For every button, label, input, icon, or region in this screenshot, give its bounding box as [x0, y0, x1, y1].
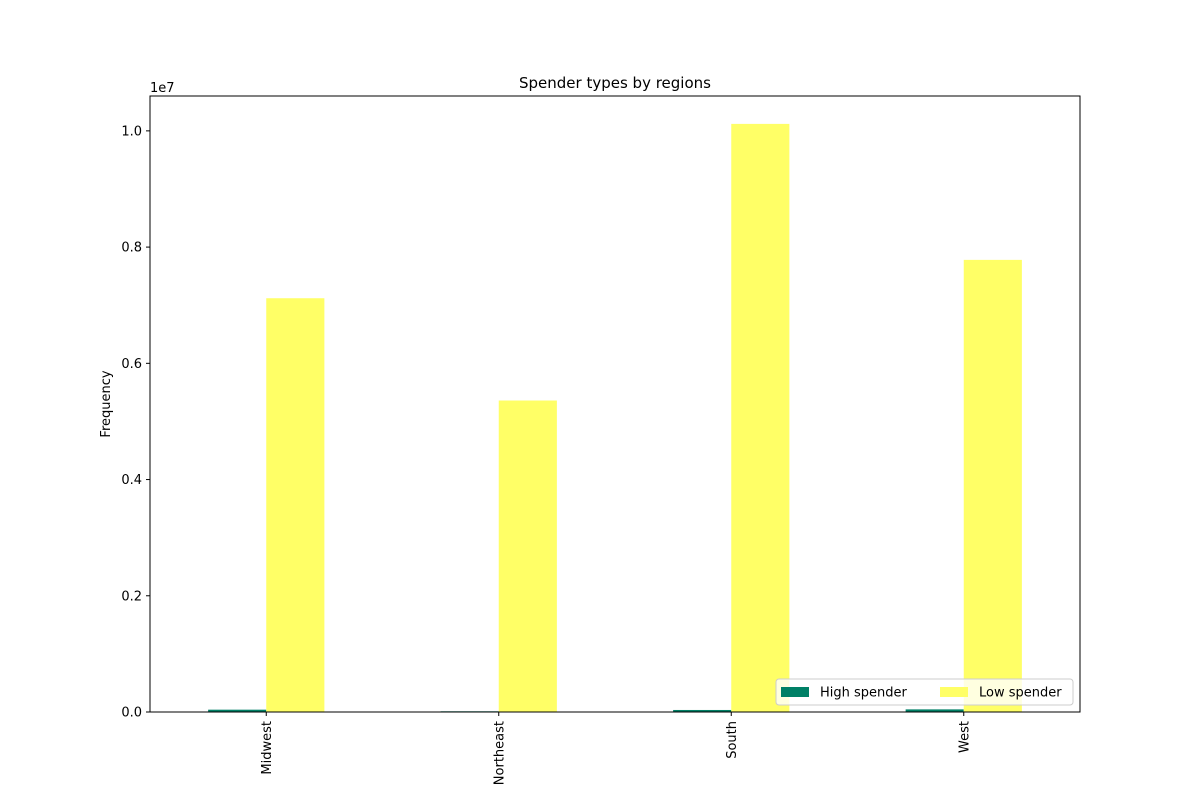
legend-box	[775, 678, 1074, 706]
legend-swatch-high-spender	[781, 687, 809, 697]
x-tick-label-south: South	[725, 721, 740, 759]
bar-low-spender-midwest	[266, 298, 325, 712]
bar-high-spender-west	[905, 709, 964, 712]
legend-label-high-spender: High spender	[820, 686, 908, 701]
chart-title: Spender types by regions	[519, 74, 711, 92]
plot-frame	[149, 95, 1081, 713]
bar-low-spender-west	[963, 259, 1022, 712]
legend-label-low-spender: Low spender	[979, 686, 1062, 701]
y-tick-label: 0.4	[121, 473, 142, 488]
bar-low-spender-northeast	[498, 400, 557, 712]
y-tick-label: 0.8	[121, 241, 142, 256]
x-tick-label-northeast: Northeast	[492, 721, 507, 785]
y-tick-label: 0.2	[121, 589, 142, 604]
y-axis-scale-label: 1e7	[150, 81, 175, 96]
bars-layer	[208, 123, 1022, 712]
legend: High spender Low spender	[775, 678, 1074, 706]
y-axis-label: Frequency	[99, 370, 114, 437]
bar-high-spender-midwest	[208, 709, 267, 712]
y-tick-label: 1.0	[121, 124, 142, 139]
legend-swatch-low-spender	[940, 687, 968, 697]
bar-high-spender-south	[673, 709, 732, 712]
bar-low-spender-south	[731, 123, 790, 712]
y-tick-label: 0.6	[121, 357, 142, 372]
ticks-layer: 0.0 0.2 0.4 0.6 0.8 1.0 Midwest Northeast South W…	[121, 124, 972, 785]
y-tick-label: 0.0	[121, 706, 142, 721]
x-tick-label-west: West	[957, 721, 972, 753]
x-tick-label-midwest: Midwest	[260, 721, 275, 775]
